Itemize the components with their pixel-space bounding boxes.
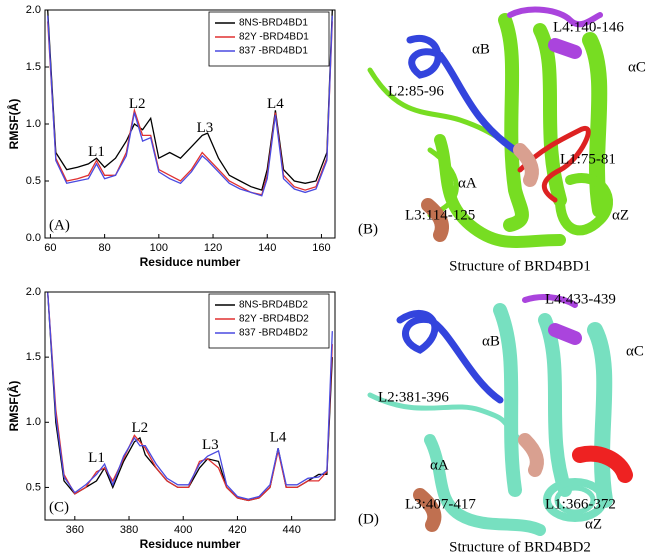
plot-lines xyxy=(47,10,333,197)
panel-label: (B) xyxy=(358,221,378,237)
y-tick-label: 2.0 xyxy=(26,286,41,298)
legend-label: 82Y -BRD4BD1 xyxy=(239,32,309,43)
panel-label: (C) xyxy=(49,499,69,515)
x-tick-label: 120 xyxy=(204,242,222,254)
panel-label: (A) xyxy=(49,217,70,233)
annotation: L4 xyxy=(267,96,284,112)
x-tick-label: 140 xyxy=(258,242,276,254)
y-tick-label: 1.5 xyxy=(26,61,41,73)
structure-label: L3:407-417 xyxy=(405,496,476,512)
x-tick-label: 80 xyxy=(99,242,111,254)
y-tick-label: 1.5 xyxy=(26,351,41,363)
series-line xyxy=(47,10,333,191)
structure-caption: Structure of BRD4BD1 xyxy=(449,258,591,274)
x-tick-label: 100 xyxy=(150,242,168,254)
x-tick-label: 420 xyxy=(228,524,246,536)
x-tick-label: 400 xyxy=(174,524,192,536)
structure-label: αB xyxy=(482,333,500,349)
legend-label: 837 -BRD4BD1 xyxy=(239,46,308,57)
plot-frame xyxy=(44,9,336,239)
structure-label: αC xyxy=(626,343,644,359)
y-axis-label: RMSF(Å) xyxy=(6,381,21,432)
structure-label: αA xyxy=(458,175,477,191)
structure-label: L4:433-439 xyxy=(545,291,616,307)
x-tick-label: 360 xyxy=(66,524,84,536)
x-tick-label: 440 xyxy=(282,524,300,536)
annotation: L2 xyxy=(129,96,146,112)
y-tick-label: 1.0 xyxy=(26,416,41,428)
structure-label: L1:75-81 xyxy=(560,151,616,167)
annotation: L2 xyxy=(132,420,149,436)
x-axis-label: Residuce number xyxy=(140,537,241,551)
plot-frame xyxy=(44,291,336,521)
legend-label: 8NS-BRD4BD2 xyxy=(239,300,308,311)
annotation: L3 xyxy=(197,120,214,136)
structure-label: L2:381-396 xyxy=(378,389,449,405)
plot-lines xyxy=(47,292,333,502)
series-line xyxy=(47,292,333,500)
panel-label: (D) xyxy=(358,511,379,527)
annotation: L3 xyxy=(202,437,219,453)
structure-label: αA xyxy=(430,457,449,473)
legend-label: 837 -BRD4BD2 xyxy=(239,328,308,339)
structure-label: L3:114-125 xyxy=(405,207,475,223)
series-line xyxy=(47,15,333,197)
y-tick-label: 0.5 xyxy=(26,175,41,187)
structure-label: L2:85-96 xyxy=(388,83,444,99)
structure-label: αZ xyxy=(612,207,629,223)
structure-b-image xyxy=(367,6,613,248)
structure-label: L1:366-372 xyxy=(545,496,616,512)
structure-d-image xyxy=(367,294,633,536)
legend-label: 8NS-BRD4BD1 xyxy=(239,18,308,29)
structure-label: αB xyxy=(472,41,490,57)
structure-label: αZ xyxy=(585,516,602,532)
series-line xyxy=(47,292,333,502)
y-tick-label: 0.5 xyxy=(26,481,41,493)
structure-caption: Structure of BRD4BD2 xyxy=(449,539,591,555)
y-axis-label: RMSF(Å) xyxy=(6,99,21,150)
x-tick-label: 160 xyxy=(312,242,330,254)
y-tick-label: 0.0 xyxy=(26,232,41,244)
legend-label: 82Y -BRD4BD2 xyxy=(239,314,309,325)
structure-label: αC xyxy=(628,59,646,75)
annotation: L4 xyxy=(270,429,287,445)
x-tick-label: 60 xyxy=(44,242,56,254)
y-tick-label: 2.0 xyxy=(26,4,41,16)
y-tick-label: 1.0 xyxy=(26,118,41,130)
legend-box xyxy=(208,11,330,67)
legend-box xyxy=(208,293,330,349)
x-axis-label: Residuce number xyxy=(140,255,241,269)
annotation: L1 xyxy=(88,450,105,466)
structure-label: L4:140-146 xyxy=(553,19,624,35)
annotation: L1 xyxy=(88,144,105,160)
x-tick-label: 380 xyxy=(120,524,138,536)
